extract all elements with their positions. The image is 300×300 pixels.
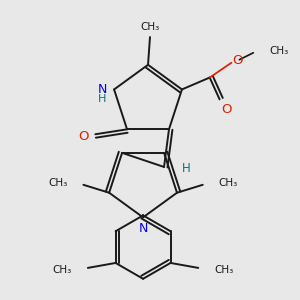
Text: N: N (98, 83, 107, 96)
Text: H: H (98, 94, 106, 104)
Text: CH₃: CH₃ (269, 46, 288, 56)
Text: O: O (222, 103, 232, 116)
Text: CH₃: CH₃ (48, 178, 68, 188)
Text: H: H (182, 162, 190, 176)
Text: CH₃: CH₃ (140, 22, 160, 32)
Text: CH₃: CH₃ (214, 265, 233, 275)
Text: CH₃: CH₃ (53, 265, 72, 275)
Text: N: N (138, 222, 148, 235)
Text: CH₃: CH₃ (219, 178, 238, 188)
Text: O: O (232, 54, 243, 67)
Text: O: O (78, 130, 89, 143)
